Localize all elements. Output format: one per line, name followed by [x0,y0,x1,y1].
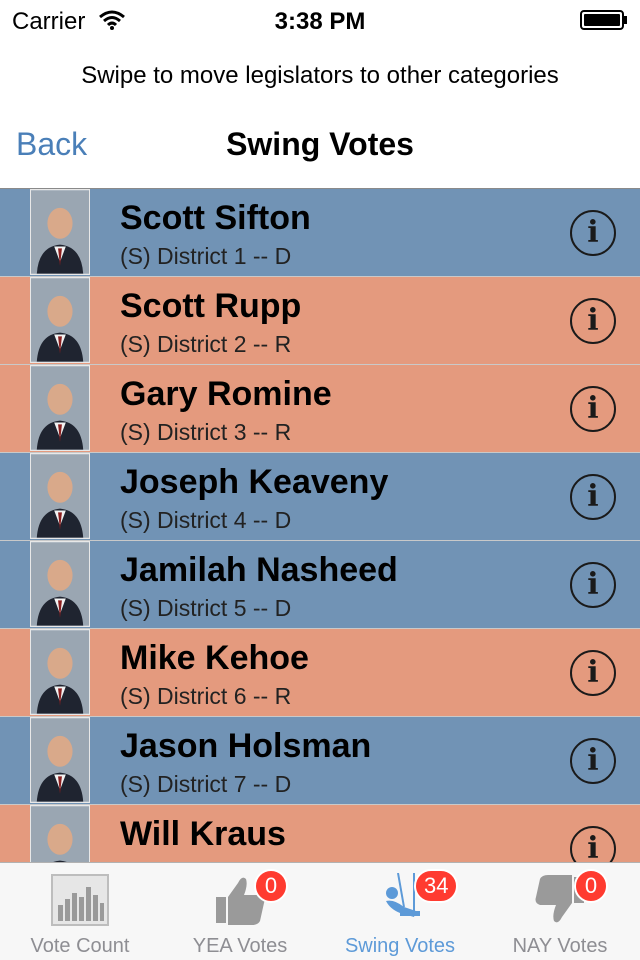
legislator-photo [30,277,90,363]
nay-count-badge: 0 [574,869,608,903]
legislator-district: (S) District 3 -- R [120,419,292,445]
legislator-name: Joseph Keaveny [120,463,389,501]
legislator-row[interactable]: Joseph Keaveny (S) District 4 -- D i [0,453,640,541]
legislator-district: (S) District 5 -- D [120,595,292,621]
tab-label: Swing Votes [344,935,456,957]
info-icon[interactable]: i [570,474,616,520]
legislator-name: Gary Romine [120,375,332,413]
info-icon[interactable]: i [570,826,616,862]
legislator-row[interactable]: Jason Holsman (S) District 7 -- D i [0,717,640,805]
status-time: 3:38 PM [274,8,366,35]
legislator-photo [30,453,90,539]
wifi-icon [99,10,125,30]
yea-count-badge: 0 [254,869,288,903]
legislator-district: (S) District 4 -- D [120,507,292,533]
info-icon[interactable]: i [570,298,616,344]
navigation-bar: Back Swing Votes [0,110,640,188]
legislator-district: (S) District 8 -- R [120,859,291,862]
tab-label: YEA Votes [192,935,288,957]
legislator-row[interactable]: Jamilah Nasheed (S) District 5 -- D i [0,541,640,629]
legislator-row[interactable]: Will Kraus (S) District 8 -- R i [0,805,640,862]
legislator-name: Will Kraus [120,815,286,853]
legislator-district: (S) District 7 -- D [120,771,292,797]
legislator-photo [30,717,90,803]
instruction-text: Swipe to move legislators to other categ… [81,62,559,89]
info-icon[interactable]: i [570,650,616,696]
legislator-district: (S) District 1 -- D [120,243,292,269]
tab-label: NAY Votes [512,935,608,957]
legislator-district: (S) District 2 -- R [120,331,292,357]
legislator-row[interactable]: Gary Romine (S) District 3 -- R i [0,365,640,453]
legislator-row[interactable]: Scott Sifton (S) District 1 -- D i [0,189,640,277]
legislator-photo [30,541,90,627]
legislator-photo [30,365,90,451]
legislator-name: Scott Rupp [120,287,302,325]
swing-count-badge: 34 [414,869,459,903]
tab-nay-votes[interactable]: 0 NAY Votes [480,863,640,960]
tab-label: Vote Count [30,935,130,957]
tab-bar: Vote Count 0 YEA Votes 34 Swing Votes 0 … [0,862,640,960]
legislator-photo [30,189,90,275]
legislator-name: Scott Sifton [120,199,311,237]
info-icon[interactable]: i [570,210,616,256]
legislator-photo [30,805,90,862]
status-bar: Carrier 3:38 PM [0,0,640,40]
swing-icon [386,873,420,917]
info-icon[interactable]: i [570,562,616,608]
legislator-row[interactable]: Scott Rupp (S) District 2 -- R i [0,277,640,365]
bar-chart-icon [51,874,109,926]
tab-yea-votes[interactable]: 0 YEA Votes [160,863,320,960]
info-icon[interactable]: i [570,738,616,784]
battery-icon [580,10,627,30]
back-button[interactable]: Back [16,126,88,162]
carrier-label: Carrier [12,8,86,35]
info-icon[interactable]: i [570,386,616,432]
page-title: Swing Votes [226,126,414,162]
legislator-name: Jason Holsman [120,727,372,765]
legislator-photo [30,629,90,715]
legislator-name: Jamilah Nasheed [120,551,398,589]
legislator-list[interactable]: Scott Sifton (S) District 1 -- D i Scott… [0,188,640,862]
tab-swing-votes[interactable]: 34 Swing Votes [320,863,480,960]
thumbs-up-icon [216,877,265,925]
legislator-row[interactable]: Mike Kehoe (S) District 6 -- R i [0,629,640,717]
legislator-name: Mike Kehoe [120,639,309,677]
legislator-district: (S) District 6 -- R [120,683,292,709]
tab-vote-count[interactable]: Vote Count [0,863,160,960]
